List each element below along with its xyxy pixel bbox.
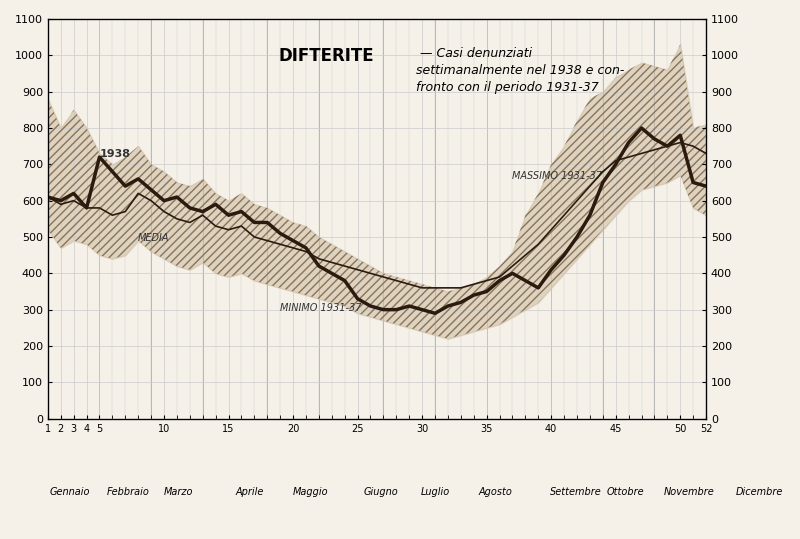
Text: Dicembre: Dicembre xyxy=(735,487,782,497)
Text: — Casi denunziati
settimanalmente nel 1938 e con-
fronto con il periodo 1931-37: — Casi denunziati settimanalmente nel 19… xyxy=(417,47,625,94)
Text: Aprile: Aprile xyxy=(235,487,263,497)
Text: Ottobre: Ottobre xyxy=(606,487,644,497)
Text: Settembre: Settembre xyxy=(550,487,602,497)
Text: MASSIMO 1931-37: MASSIMO 1931-37 xyxy=(513,171,602,181)
Text: Novembre: Novembre xyxy=(664,487,714,497)
Text: Maggio: Maggio xyxy=(292,487,328,497)
Text: Agosto: Agosto xyxy=(478,487,512,497)
Text: Febbraio: Febbraio xyxy=(106,487,150,497)
Text: Giugno: Giugno xyxy=(364,487,398,497)
Text: DIFTERITE: DIFTERITE xyxy=(278,47,374,65)
Text: MEDIA: MEDIA xyxy=(138,233,170,243)
Text: Marzo: Marzo xyxy=(164,487,193,497)
Text: MINIMO 1931-37: MINIMO 1931-37 xyxy=(280,303,362,314)
Text: 1938: 1938 xyxy=(99,149,130,159)
Text: Gennaio: Gennaio xyxy=(50,487,90,497)
Text: Luglio: Luglio xyxy=(421,487,450,497)
